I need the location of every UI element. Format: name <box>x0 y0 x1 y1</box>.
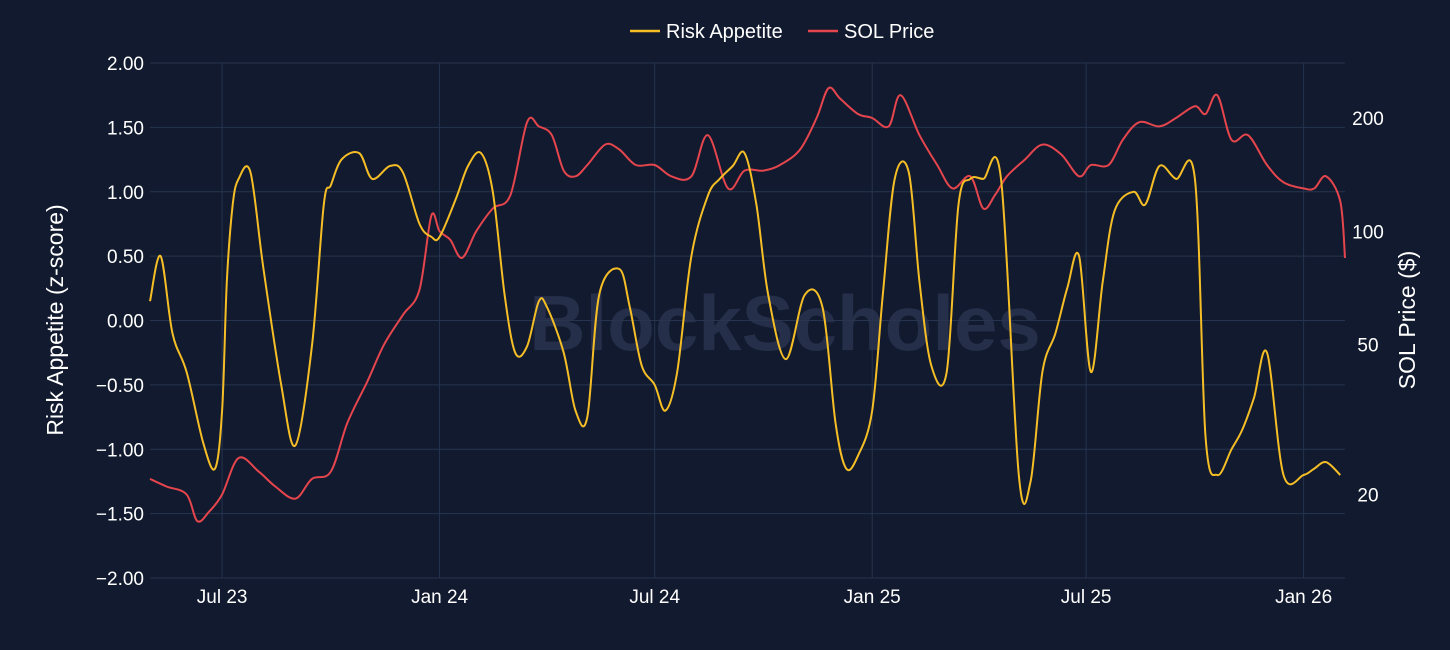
series-line-sol-price <box>149 86 1346 523</box>
gridlines <box>150 62 1345 579</box>
y-left-tick-label: 0.50 <box>107 247 144 268</box>
y-right-tick-label: 200 <box>1352 109 1384 130</box>
legend-label: SOL Price <box>844 21 934 43</box>
axes: −2.00 −1.50 −1.00 −0.50 0.00 0.50 1.00 1.50 2.00… <box>96 54 1384 608</box>
y-right-tick-label: 20 <box>1357 485 1378 506</box>
x-tick-label: Jul 23 <box>197 587 248 608</box>
y-left-tick-label: 2.00 <box>107 54 144 75</box>
y-left-tick-label: −1.50 <box>96 505 144 526</box>
legend-label: Risk Appetite <box>666 21 783 43</box>
watermark: BlockScholes <box>529 279 1041 367</box>
y-left-tick-label: −0.50 <box>96 376 144 397</box>
y-axis-left-title: Risk Appetite (z-score) <box>42 204 68 435</box>
x-tick-label: Jan 25 <box>844 587 901 608</box>
y-left-tick-label: 0.00 <box>107 312 144 333</box>
y-left-tick-label: −1.00 <box>96 440 144 461</box>
y-left-tick-label: −2.00 <box>96 569 144 590</box>
series-layer <box>149 86 1346 523</box>
legend-item-sol-price[interactable]: SOL Price <box>808 21 934 43</box>
y-left-tick-label: 1.50 <box>107 118 144 139</box>
legend-item-risk-appetite[interactable]: Risk Appetite <box>630 21 783 43</box>
x-tick-label: Jul 24 <box>629 587 680 608</box>
x-tick-label: Jan 24 <box>411 587 468 608</box>
legend[interactable]: Risk Appetite SOL Price <box>630 21 934 43</box>
y-right-tick-label: 100 <box>1352 222 1384 243</box>
y-left-tick-label: 1.00 <box>107 183 144 204</box>
y-axis-right-title: SOL Price ($) <box>1394 251 1420 389</box>
x-tick-label: Jan 26 <box>1275 587 1332 608</box>
y-right-tick-label: 50 <box>1357 336 1378 357</box>
series-line-risk-appetite <box>149 150 1341 505</box>
x-tick-label: Jul 25 <box>1061 587 1112 608</box>
